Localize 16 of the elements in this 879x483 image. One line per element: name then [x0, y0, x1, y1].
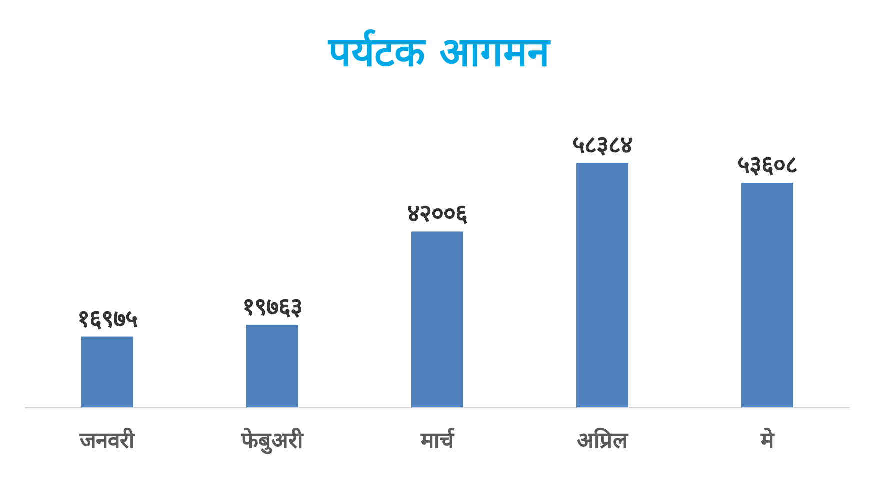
x-tick-label: मार्च — [420, 427, 455, 454]
data-label: १६९७५ — [78, 304, 138, 333]
data-label: ५३६०८ — [738, 151, 798, 180]
bar — [576, 163, 628, 408]
x-tick-label: अप्रिल — [577, 427, 629, 454]
bar — [412, 232, 464, 408]
data-label: ५८३८४ — [572, 131, 632, 159]
bar — [246, 325, 298, 408]
bar — [742, 183, 794, 408]
data-label: ४२००६ — [408, 200, 468, 228]
x-tick-label: मे — [760, 427, 775, 454]
bar — [82, 336, 134, 408]
chart-title: पर्यटक आगमन — [328, 29, 552, 76]
data-label: १९७६३ — [242, 293, 302, 322]
x-tick-label: जनवरी — [79, 427, 136, 454]
x-tick-label: फेबुअरी — [240, 427, 304, 455]
